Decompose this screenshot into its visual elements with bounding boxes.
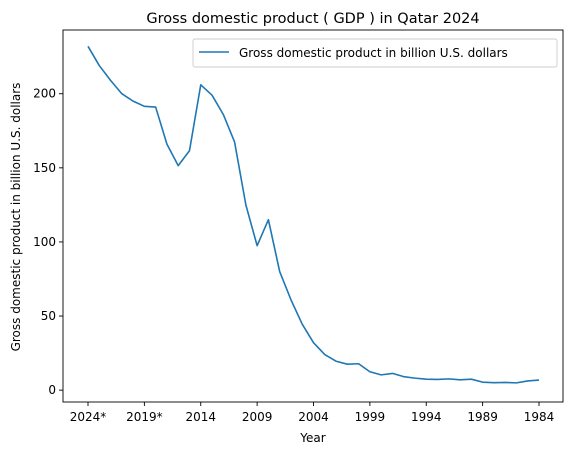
x-tick-label: 1999: [355, 410, 386, 424]
y-tick-label: 200: [33, 87, 56, 101]
plot-area: 2024* 2019* 2014 2009 2004 1999 1994 1989 1984 0…: [33, 29, 564, 424]
plot-frame: [62, 29, 564, 403]
y-tick-label: 50: [41, 309, 56, 323]
y-axis: 0 50 100 150 200: [33, 87, 63, 397]
legend: Gross domestic product in billion U.S. d…: [192, 38, 558, 68]
legend-box: [192, 38, 558, 68]
x-tick-label: 2024*: [70, 410, 107, 424]
chart-title: Gross domestic product ( GDP ) in Qatar …: [146, 11, 479, 27]
x-tick-label: 1989: [467, 410, 498, 424]
series-points: [87, 46, 540, 383]
x-tick-label: 2019*: [126, 410, 163, 424]
x-tick-label: 2009: [242, 410, 273, 424]
x-tick-label: 2014: [185, 410, 216, 424]
series-line-gdp: [87, 45, 540, 384]
x-tick-label: 2004: [298, 410, 329, 424]
y-tick-label: 150: [33, 161, 56, 175]
y-tick-label: 0: [48, 383, 56, 397]
x-tick-label: 1984: [524, 410, 555, 424]
x-axis-label: Year: [299, 431, 325, 445]
legend-entry-gdp: Gross domestic product in billion U.S. d…: [239, 46, 508, 60]
y-tick-label: 100: [33, 235, 56, 249]
x-axis: 2024* 2019* 2014 2009 2004 1999 1994 1989 1984: [70, 402, 555, 424]
x-tick-label: 1994: [411, 410, 442, 424]
y-axis-label: Gross domestic product in billion U.S. d…: [9, 83, 23, 352]
